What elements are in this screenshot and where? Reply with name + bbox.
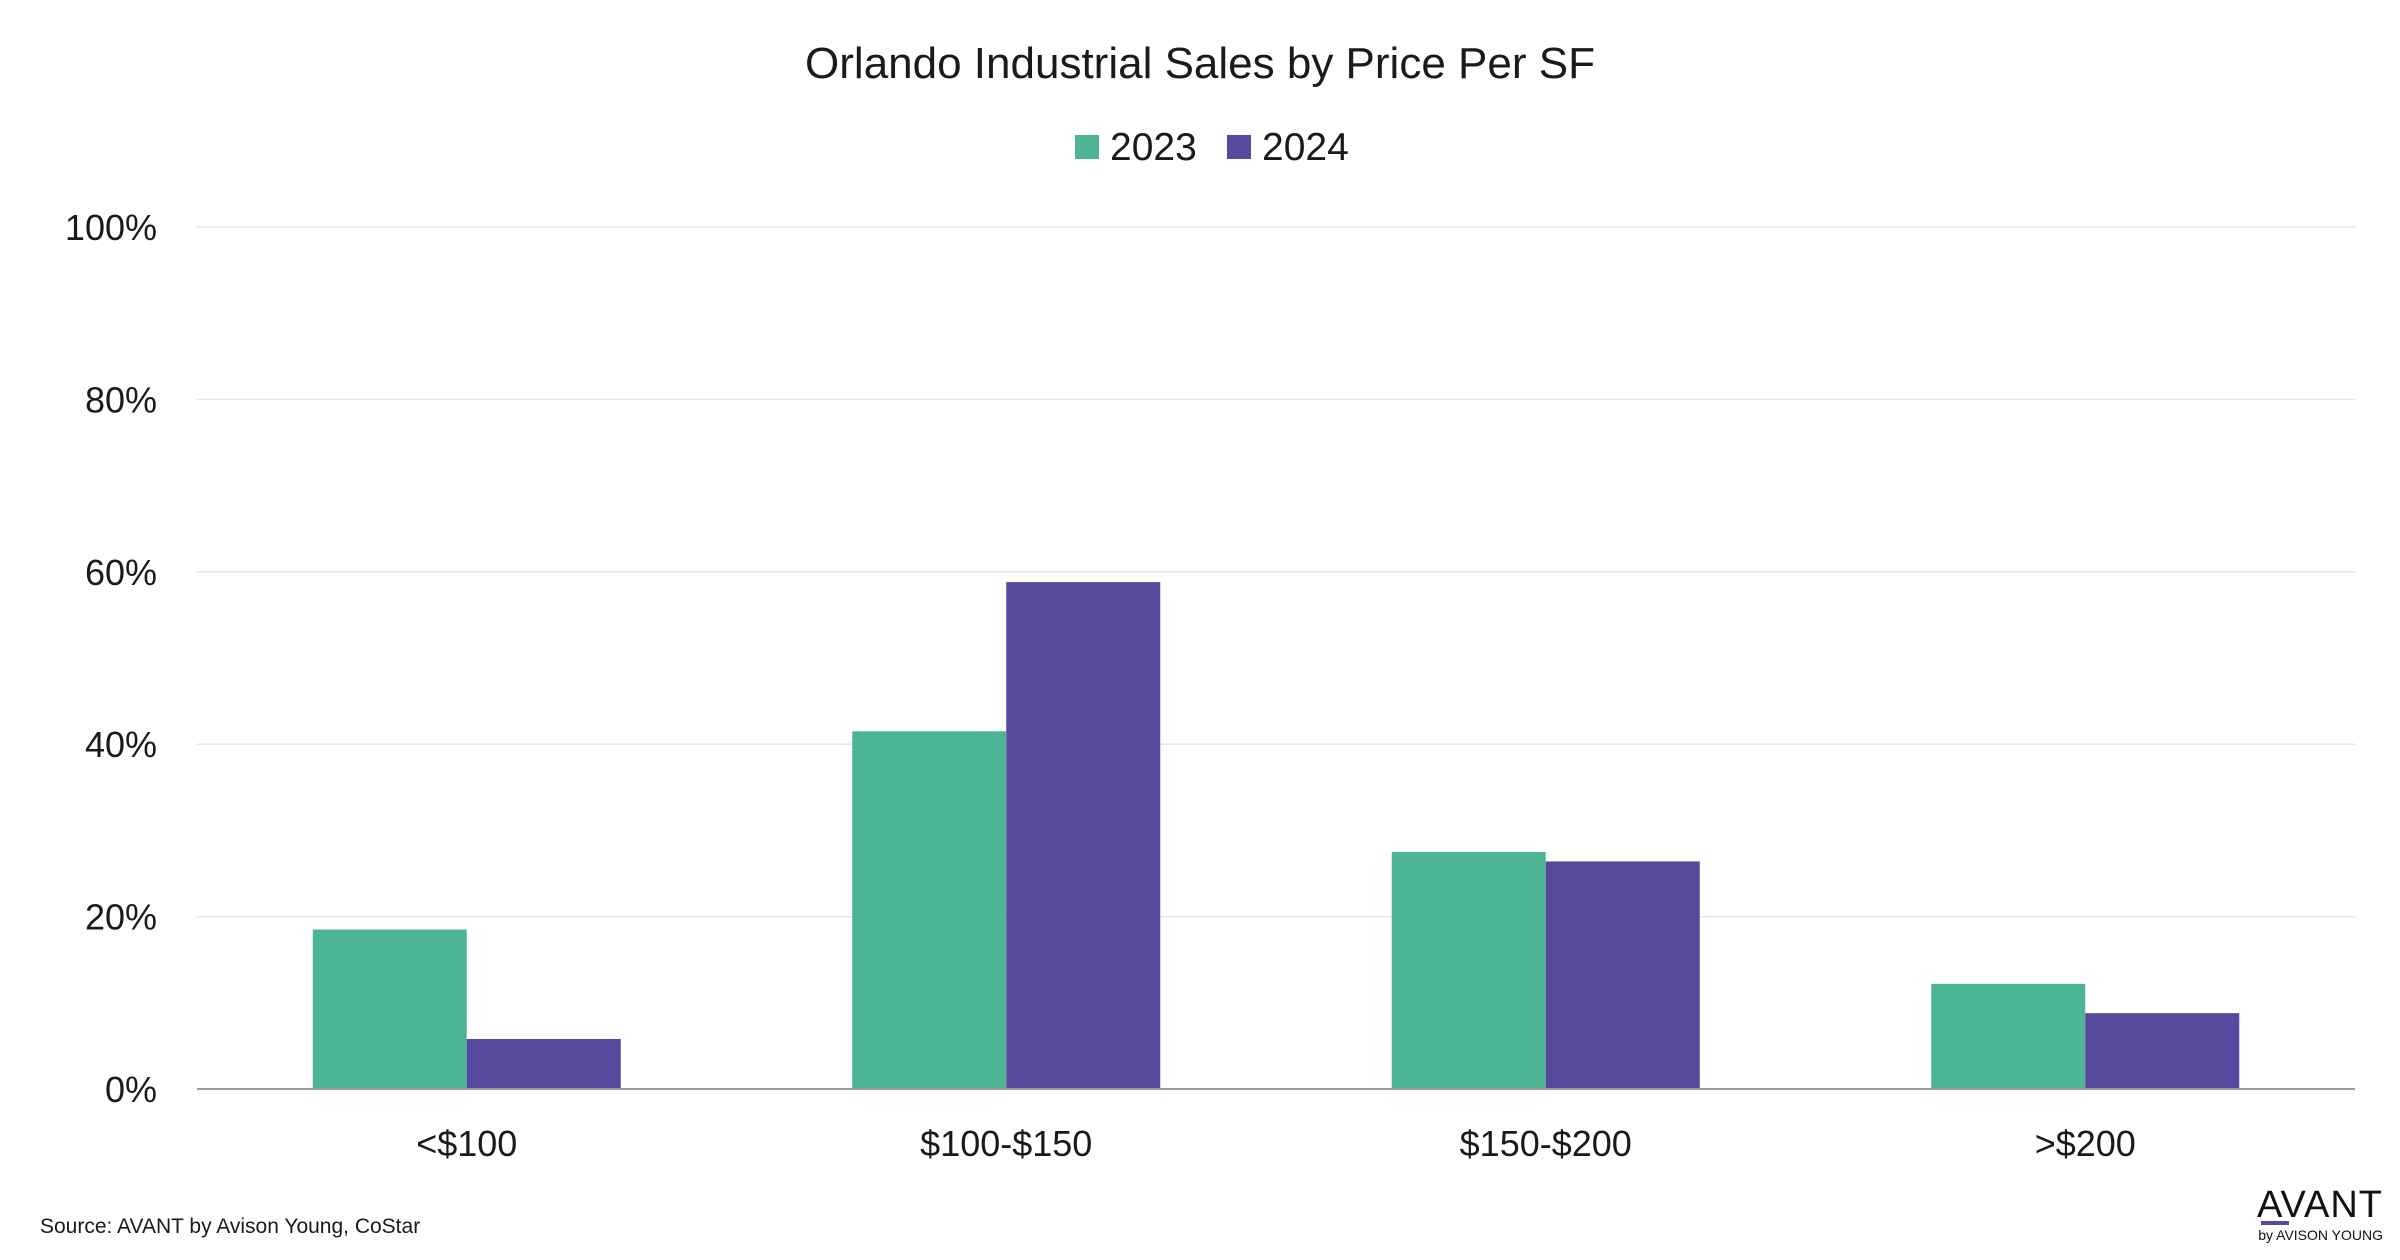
source-note: Source: AVANT by Avison Young, CoStar: [40, 1215, 420, 1238]
chart-legend: 2023 2024: [1075, 126, 1349, 169]
avant-logo: AVANT by AVISON YOUNG: [2257, 1184, 2383, 1243]
y-tick-label: 80%: [85, 379, 157, 420]
bar-2023: [852, 731, 1007, 1089]
y-tick-label: 60%: [85, 552, 157, 593]
legend-swatch: [1227, 135, 1251, 159]
y-tick-label: 40%: [85, 724, 157, 765]
bar-group: [312, 582, 2240, 1089]
y-tick-label: 20%: [85, 897, 157, 938]
x-category-label: >$200: [2035, 1123, 2136, 1164]
legend-item: 2023: [1075, 126, 1197, 169]
logo-subtitle: by AVISON YOUNG: [2258, 1227, 2383, 1243]
bar-2024: [1545, 861, 1700, 1089]
chart-title: Orlando Industrial Sales by Price Per SF: [805, 39, 1595, 88]
bar-2024: [466, 1039, 621, 1089]
x-category-label: $100-$150: [920, 1123, 1092, 1164]
bar-2023: [1391, 851, 1546, 1089]
bar-2024: [1006, 582, 1161, 1089]
bar-2023: [312, 929, 467, 1089]
y-tick-label: 100%: [65, 207, 157, 248]
legend-item: 2024: [1227, 126, 1349, 169]
logo-accent-bar: [2261, 1221, 2289, 1225]
legend-label: 2023: [1110, 126, 1197, 169]
legend-label: 2024: [1262, 126, 1349, 169]
x-axis-categories: <$100 $100-$150 $150-$200 >$200: [416, 1123, 2136, 1164]
x-category-label: <$100: [416, 1123, 517, 1164]
y-tick-label: 0%: [105, 1069, 157, 1110]
logo-wordmark: AVANT: [2257, 1184, 2383, 1226]
y-axis-ticks: 0% 20% 40% 60% 80% 100%: [65, 207, 157, 1110]
x-category-label: $150-$200: [1460, 1123, 1632, 1164]
grid-lines: [197, 226, 2355, 918]
bar-2024: [2085, 1013, 2240, 1089]
legend-swatch: [1075, 135, 1099, 159]
bar-2023: [1931, 983, 2086, 1089]
